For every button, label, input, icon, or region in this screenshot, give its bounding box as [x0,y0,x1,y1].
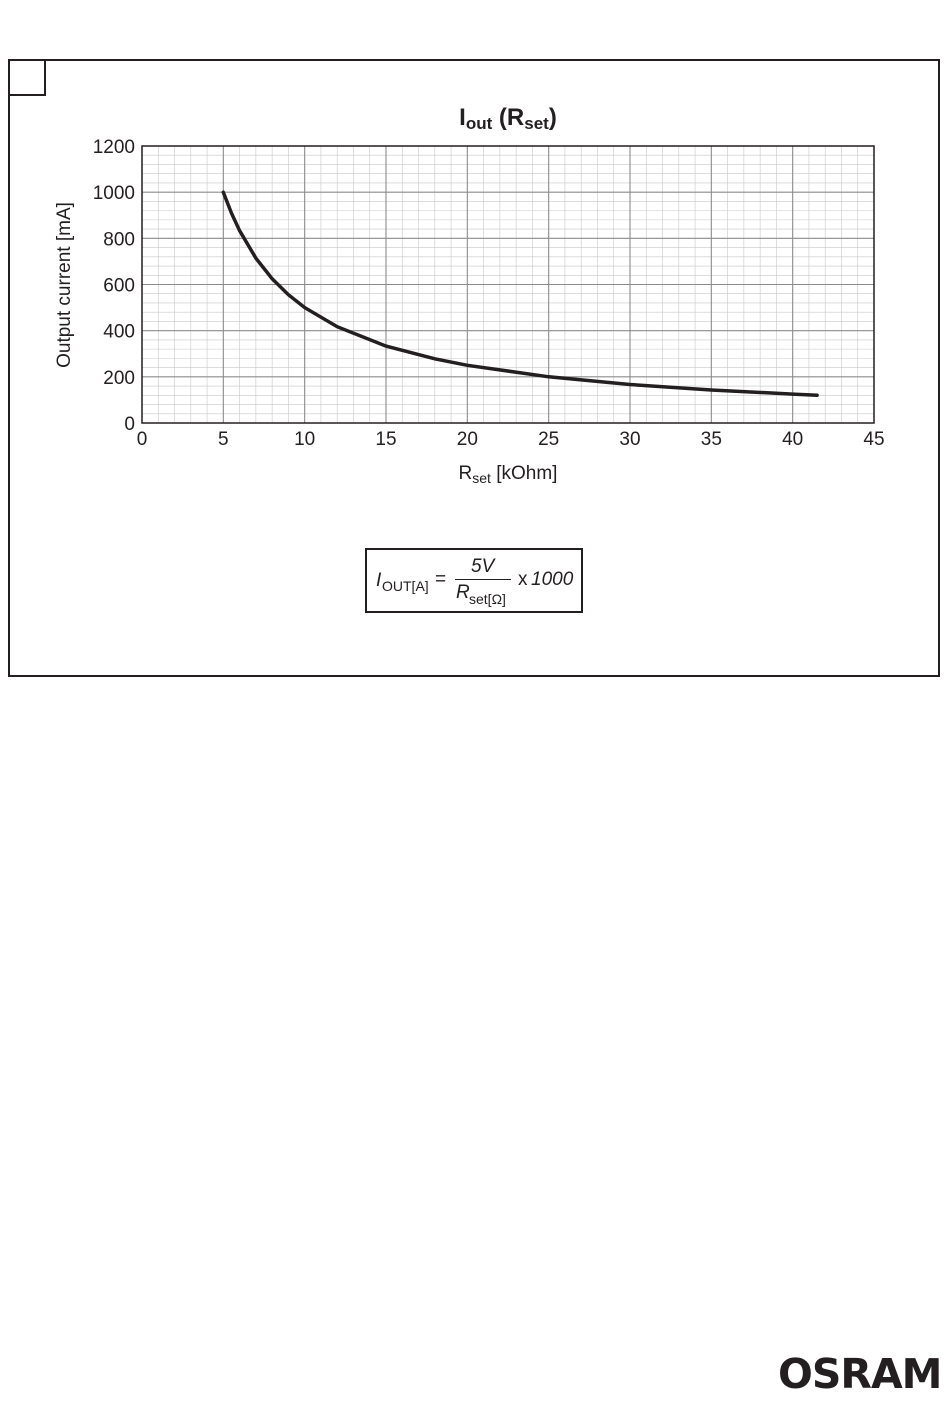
chart-title-sub: out [466,114,493,133]
y-tick-label: 600 [103,276,135,297]
axis-ticks: 0 5 10 15 20 25 30 35 40 45 0 200 400 600 800 1000 1200 [93,137,885,450]
formula-factor: 1000 [531,569,574,590]
x-tick-label: 45 [863,429,884,450]
y-tick-label: 1000 [93,183,135,204]
formula-multiplier: x [518,569,528,590]
x-tick-label: 35 [701,429,722,450]
figure-frame [8,59,940,677]
x-tick-label: 40 [782,429,803,450]
x-axis-label: Rset [kOhm] [459,463,558,486]
x-tick-label: 20 [457,429,478,450]
osram-logo: OSRAM [778,1350,942,1398]
chart-title: Iout (Rset) [459,104,557,133]
chart-title-close-paren: ) [549,104,557,131]
chart-title-paren-main: R [507,104,524,131]
chart-title-paren-sub: set [524,114,549,133]
x-tick-label: 5 [218,429,229,450]
formula-equals: = [435,569,447,590]
y-tick-label: 1200 [93,137,135,158]
x-tick-label: 15 [375,429,396,450]
formula-lhs-sub: OUT[A] [382,578,429,594]
formula-denominator-sub: set[Ω] [469,591,506,607]
y-tick-label: 800 [103,229,135,250]
y-tick-label: 400 [103,322,135,343]
formula-lhs-var: I [376,570,382,591]
formula-box: I OUT[A] = 5V R set[Ω] x 1000 [365,548,583,613]
x-axis-label-sub: set [472,470,491,486]
chart-title-main: I [459,104,466,131]
x-axis-label-unit: [kOhm] [491,463,558,484]
plot-area [141,145,875,424]
chart-title-open-paren: ( [492,104,507,131]
output-current-chart: 0 5 10 15 20 25 30 35 40 45020040060080010001200 … [54,104,885,486]
chart-grid [142,146,874,423]
formula-numerator: 5V [471,556,495,577]
figure-corner-box [8,59,46,96]
x-tick-label: 25 [538,429,559,450]
x-axis-label-main: R [459,463,473,484]
series-line-iout [221,190,819,398]
y-axis-label: Output current [mA] [54,202,75,368]
y-tick-label: 0 [124,414,135,435]
x-tick-label: 30 [619,429,640,450]
formula-denominator-var: R [456,582,470,603]
y-tick-label: 200 [103,368,135,389]
x-tick-label: 10 [294,429,315,450]
formula-fraction-bar [455,579,511,580]
x-tick-label: 0 [137,429,148,450]
